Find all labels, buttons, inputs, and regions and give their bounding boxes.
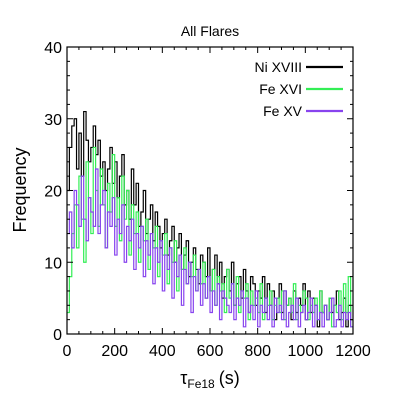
legend-label: Fe XVI xyxy=(259,81,302,97)
y-axis-label: Frequency xyxy=(10,147,30,232)
y-tick-label: 40 xyxy=(44,40,62,57)
x-axis-label: τFe18 (s) xyxy=(180,368,239,391)
y-tick-label: 20 xyxy=(44,184,62,201)
x-tick-label: 200 xyxy=(101,343,128,360)
chart-title: All Flares xyxy=(181,23,239,39)
y-tick-label: 0 xyxy=(53,327,62,344)
series-line-3 xyxy=(67,168,353,328)
x-axis-label-subscript: Fe18 xyxy=(187,377,215,391)
x-tick-label: 1200 xyxy=(335,343,371,360)
y-axis-ticks: 0 10 20 30 40 xyxy=(44,40,353,344)
x-tick-label: 400 xyxy=(149,343,176,360)
y-tick-label: 10 xyxy=(44,255,62,272)
x-axis-ticks: 0 200 400 600 800 1000 1200 xyxy=(63,47,371,360)
x-tick-label: 600 xyxy=(197,343,224,360)
legend: Ni XVIII Fe XVI Fe XV xyxy=(255,59,343,119)
x-axis-label-unit: (s) xyxy=(219,368,240,388)
x-axis-label-symbol: τ xyxy=(180,368,187,388)
plot-series-group xyxy=(67,110,353,328)
legend-label: Fe XV xyxy=(263,103,303,119)
legend-label: Ni XVIII xyxy=(255,59,302,75)
x-tick-label: 0 xyxy=(63,343,72,360)
y-tick-label: 30 xyxy=(44,112,62,129)
x-tick-label: 1000 xyxy=(288,343,324,360)
x-tick-label: 800 xyxy=(244,343,271,360)
